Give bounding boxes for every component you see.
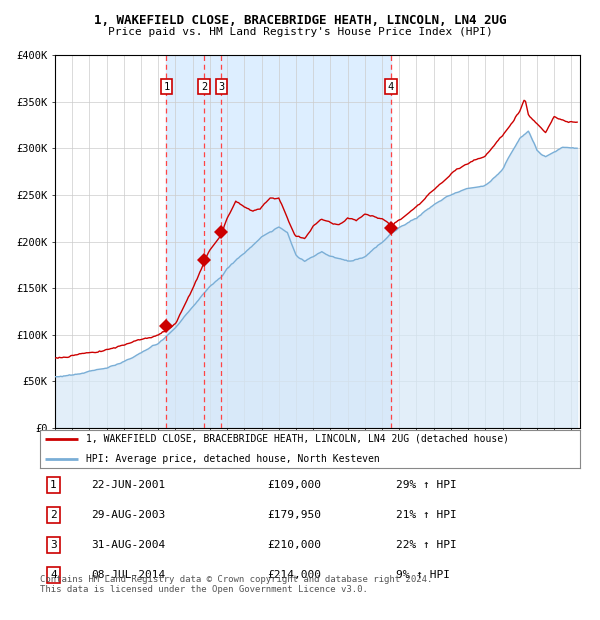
Text: 4: 4: [50, 570, 57, 580]
Text: 1: 1: [50, 480, 57, 490]
Text: 08-JUL-2014: 08-JUL-2014: [91, 570, 166, 580]
Text: 29% ↑ HPI: 29% ↑ HPI: [397, 480, 457, 490]
Text: 1, WAKEFIELD CLOSE, BRACEBRIDGE HEATH, LINCOLN, LN4 2UG (detached house): 1, WAKEFIELD CLOSE, BRACEBRIDGE HEATH, L…: [86, 434, 509, 444]
Text: Contains HM Land Registry data © Crown copyright and database right 2024.
This d: Contains HM Land Registry data © Crown c…: [40, 575, 433, 594]
Text: 9% ↑ HPI: 9% ↑ HPI: [397, 570, 451, 580]
Text: £179,950: £179,950: [267, 510, 321, 520]
Text: 31-AUG-2004: 31-AUG-2004: [91, 540, 166, 550]
Text: 4: 4: [388, 82, 394, 92]
Text: £109,000: £109,000: [267, 480, 321, 490]
Text: 3: 3: [218, 82, 224, 92]
Text: 29-AUG-2003: 29-AUG-2003: [91, 510, 166, 520]
Text: 1, WAKEFIELD CLOSE, BRACEBRIDGE HEATH, LINCOLN, LN4 2UG: 1, WAKEFIELD CLOSE, BRACEBRIDGE HEATH, L…: [94, 14, 506, 27]
Text: 22-JUN-2001: 22-JUN-2001: [91, 480, 166, 490]
Text: 1: 1: [163, 82, 169, 92]
Text: 2: 2: [50, 510, 57, 520]
Text: 21% ↑ HPI: 21% ↑ HPI: [397, 510, 457, 520]
Bar: [166, 55, 391, 428]
Text: 2: 2: [201, 82, 207, 92]
Text: £214,000: £214,000: [267, 570, 321, 580]
Text: Price paid vs. HM Land Registry's House Price Index (HPI): Price paid vs. HM Land Registry's House …: [107, 27, 493, 37]
Text: 3: 3: [50, 540, 57, 550]
Text: £210,000: £210,000: [267, 540, 321, 550]
Text: 22% ↑ HPI: 22% ↑ HPI: [397, 540, 457, 550]
Text: HPI: Average price, detached house, North Kesteven: HPI: Average price, detached house, Nort…: [86, 453, 380, 464]
